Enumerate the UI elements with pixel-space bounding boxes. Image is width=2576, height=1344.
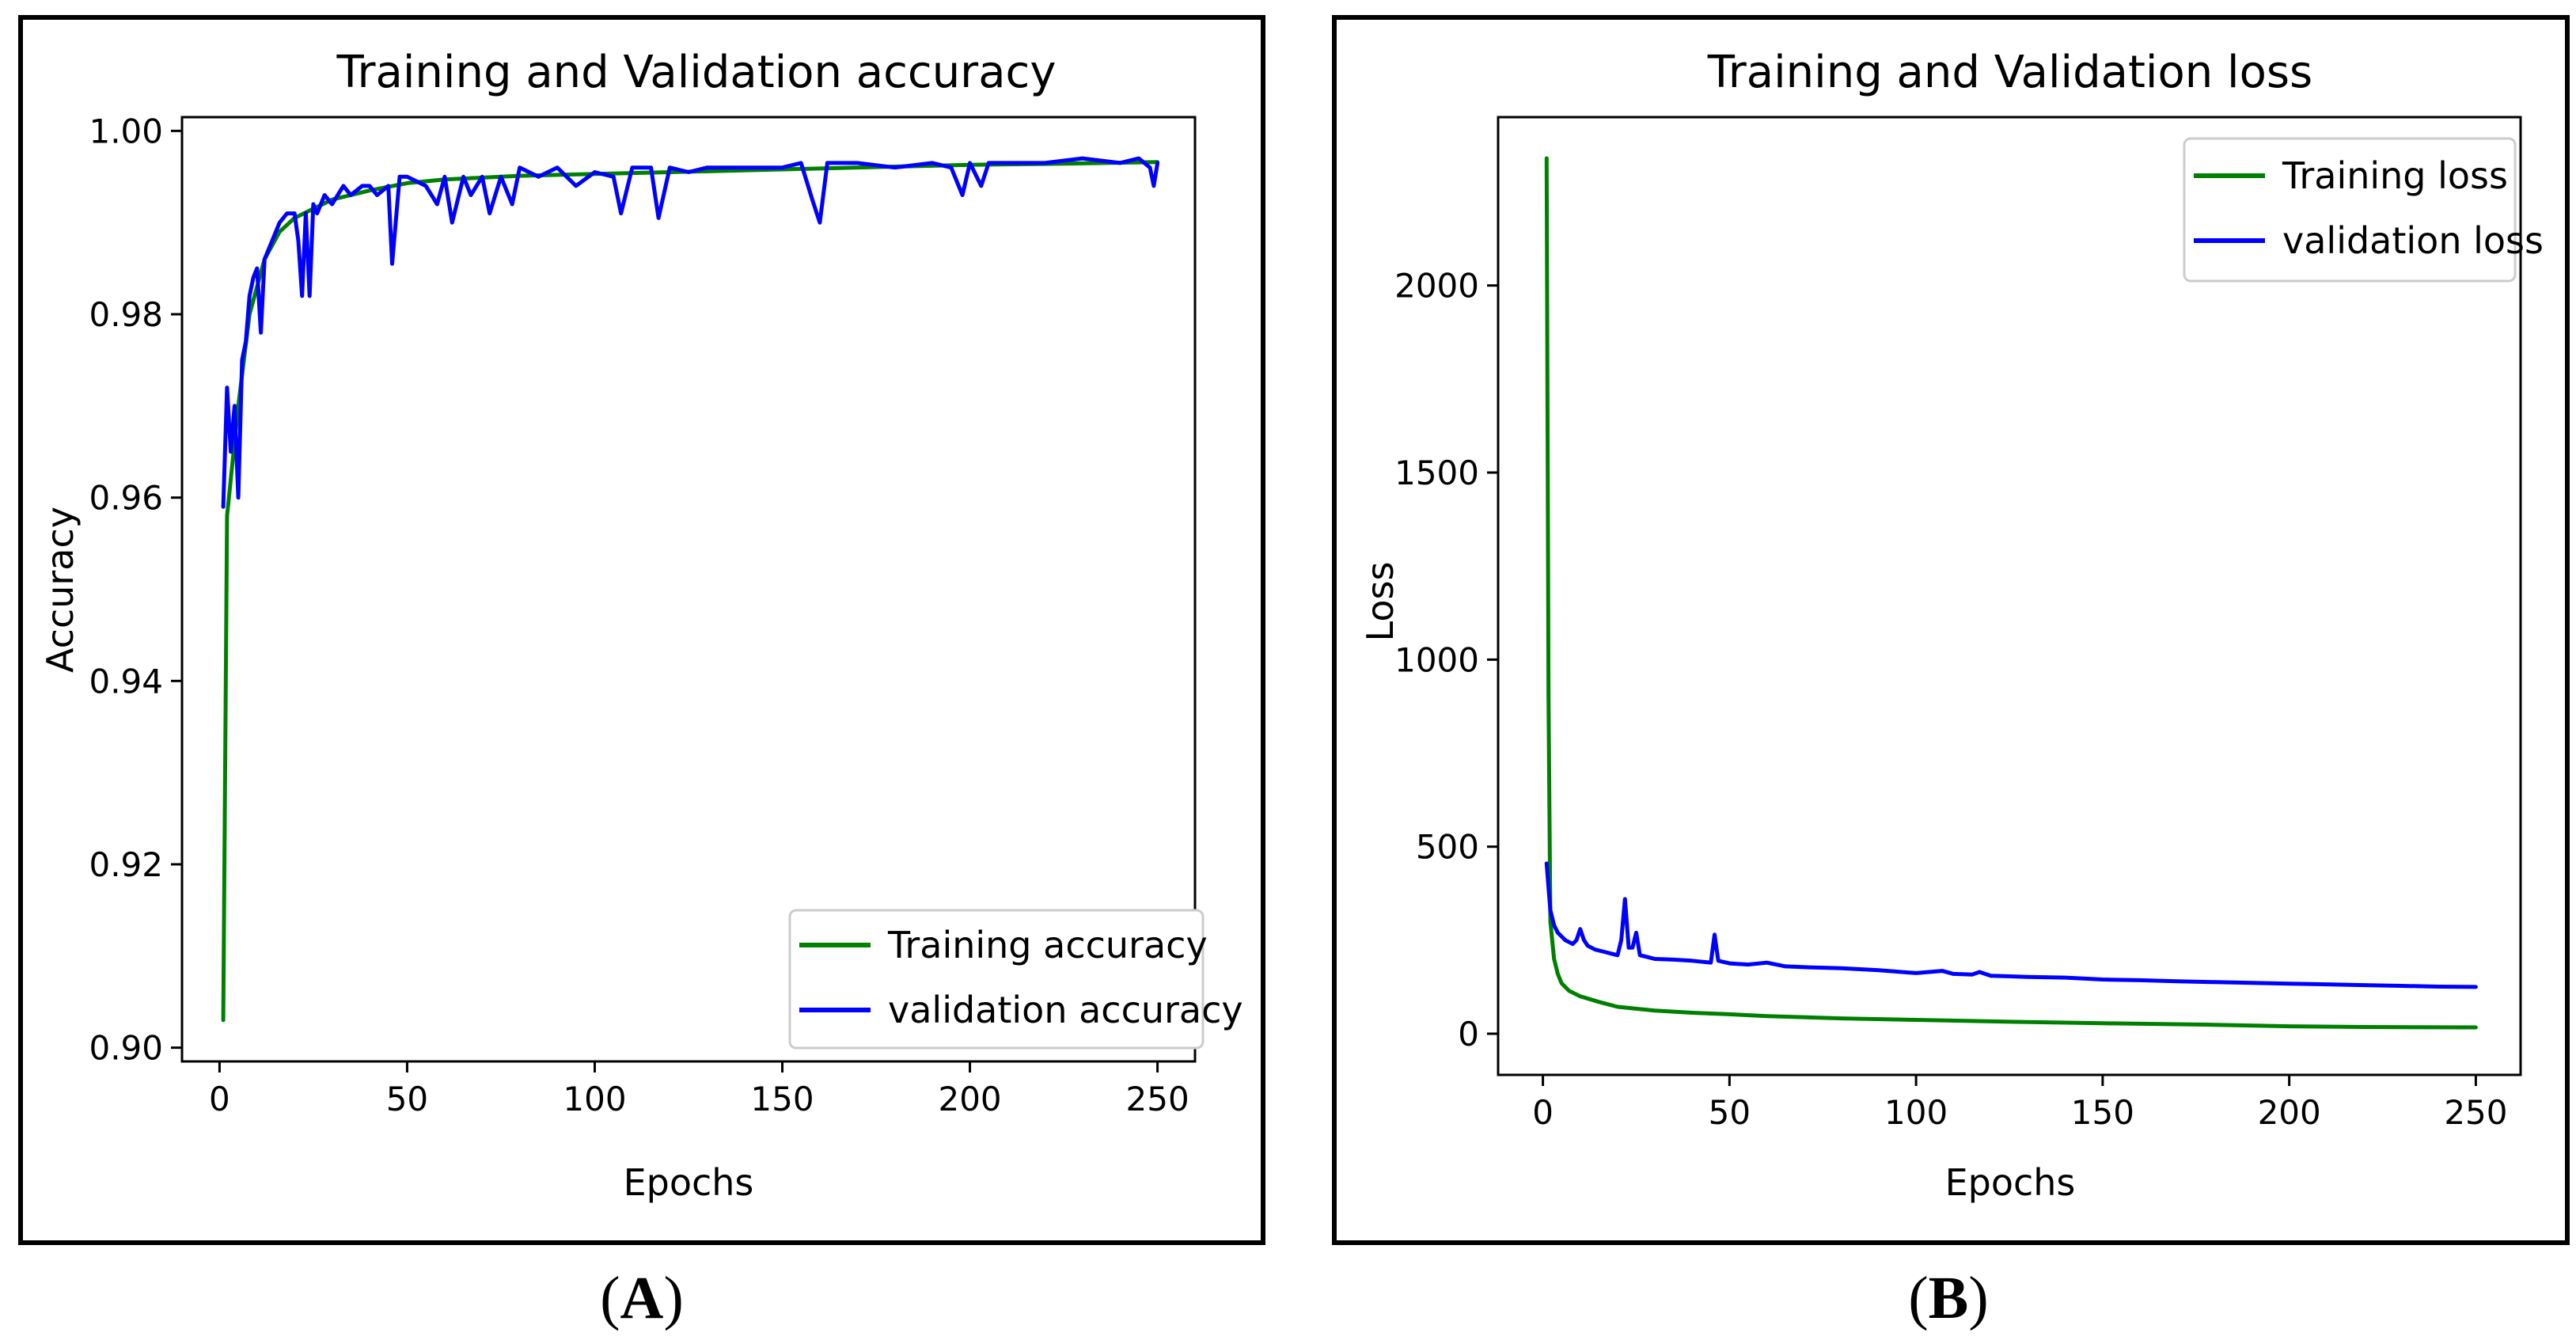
series-line-training-loss: [1544, 156, 2478, 1030]
x-tick-label: 150: [2071, 1093, 2134, 1132]
x-tick-label: 200: [938, 1080, 1001, 1118]
legend: Training accuracy validation accuracy: [788, 909, 1243, 1050]
loss-panel: Training and Validation loss 0 50 100 150 20…: [1332, 15, 2570, 1331]
y-tick-label: 0.96: [89, 479, 163, 518]
x-tick-label: 200: [2258, 1093, 2321, 1132]
y-tick-label: 0: [1458, 1015, 1479, 1054]
x-tick-label: 100: [1884, 1093, 1948, 1132]
y-tick-label: 0.94: [89, 662, 163, 700]
chart-title: Training and Validation loss: [1707, 47, 2312, 98]
y-tick-label: 0.92: [89, 845, 163, 884]
plot-area: [1497, 116, 2522, 1076]
x-tick-label: 0: [209, 1080, 230, 1118]
plot-area: [180, 116, 1197, 1063]
panel-frame: [1332, 15, 2570, 1245]
series-line-validation-accuracy: [221, 156, 1160, 509]
legend-label-validation: validation loss: [2282, 219, 2544, 262]
chart-title: Training and Validation accuracy: [336, 47, 1057, 98]
y-tick-label: 0.98: [89, 295, 163, 334]
legend-label-training: Training accuracy: [887, 924, 1208, 966]
y-tick-label: 0.90: [89, 1029, 163, 1068]
x-tick-label: 250: [2444, 1093, 2507, 1132]
legend-label-validation: validation accuracy: [888, 989, 1243, 1031]
x-axis: 0 50 100 150 200 250: [209, 1061, 1189, 1118]
x-tick-label: 50: [1709, 1093, 1751, 1132]
x-tick-label: 100: [563, 1080, 626, 1118]
y-tick-label: 1500: [1394, 454, 1479, 492]
series-line-validation-loss: [1544, 861, 2478, 989]
y-tick-label: 500: [1416, 828, 1479, 867]
series-lines: [221, 156, 1160, 1023]
y-tick-label: 2000: [1394, 267, 1479, 306]
x-axis: 0 50 100 150 200 250: [1532, 1075, 2508, 1132]
accuracy-panel: Training and Validation accuracy 0 50 100 1…: [18, 15, 1265, 1331]
legend-box: [788, 909, 1205, 1050]
y-axis: 0 500 1000 1500 2000: [1394, 267, 1498, 1054]
x-tick-label: 250: [1126, 1080, 1189, 1118]
panel-label: (B): [1908, 1265, 1988, 1331]
series-line-training-accuracy: [221, 160, 1160, 1023]
series-lines: [1544, 156, 2478, 1030]
x-axis-label: Epochs: [624, 1161, 754, 1204]
x-tick-label: 150: [750, 1080, 814, 1118]
panel-frame: [18, 15, 1265, 1245]
x-axis-label: Epochs: [1945, 1161, 2076, 1204]
x-tick-label: 50: [386, 1080, 428, 1118]
y-axis: 0.90 0.92 0.94 0.96 0.98 1.00: [89, 112, 182, 1068]
y-axis-label: Accuracy: [39, 507, 82, 673]
y-tick-label: 1000: [1394, 640, 1479, 679]
y-axis-label: Loss: [1359, 562, 1402, 642]
legend-box: [2183, 137, 2517, 283]
y-tick-label: 1.00: [89, 112, 163, 150]
legend: Training loss validation loss: [2183, 137, 2544, 283]
x-tick-label: 0: [1532, 1093, 1554, 1132]
legend-label-training: Training loss: [2282, 154, 2508, 197]
panel-label: (A): [600, 1265, 684, 1331]
